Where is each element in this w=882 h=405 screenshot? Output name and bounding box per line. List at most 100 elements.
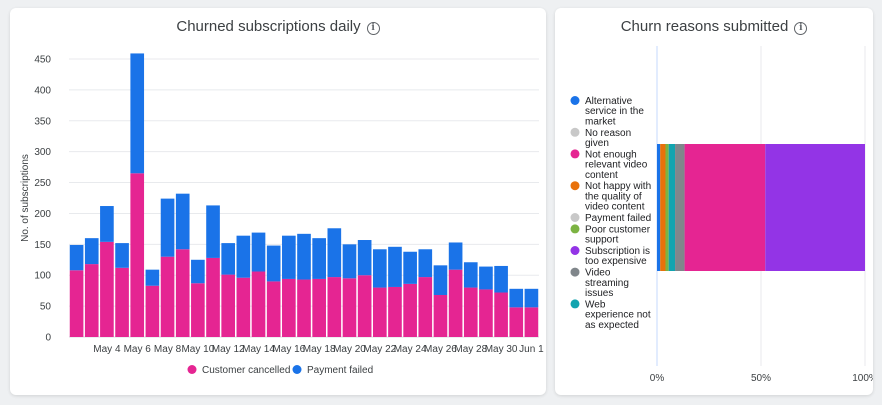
legend-label: streaming (585, 278, 629, 289)
bar-payment-failed (357, 240, 372, 276)
churn-reasons-title-text: Churn reasons submitted (620, 18, 789, 35)
bar-customer-cancelled (175, 249, 190, 337)
reason-segment (675, 144, 685, 271)
legend-label: relevant video (585, 160, 648, 171)
legend-label: Poor customer (585, 224, 651, 235)
bar-customer-cancelled (115, 267, 129, 337)
x-tick-label: May 28 (454, 344, 487, 355)
bar-payment-failed (479, 266, 493, 290)
info-icon[interactable]: i (366, 22, 380, 35)
legend-label: Customer cancelled (202, 365, 290, 376)
bar-payment-failed (175, 193, 190, 250)
bar-customer-cancelled (312, 278, 326, 337)
legend-label: experience not (585, 310, 651, 321)
legend-label: issues (585, 288, 613, 299)
legend-label: Payment failed (585, 213, 651, 224)
x-tick-label: May 20 (333, 344, 366, 355)
bar-customer-cancelled (494, 292, 508, 337)
bar-customer-cancelled (297, 279, 311, 337)
bar-customer-cancelled (130, 173, 145, 337)
bar-customer-cancelled (463, 287, 478, 337)
legend-label: Not happy with (585, 181, 651, 192)
bar-payment-failed (312, 238, 326, 279)
bar-customer-cancelled (372, 287, 387, 337)
x-tick-label: 100% (852, 373, 873, 384)
bar-payment-failed (403, 251, 417, 284)
bar-payment-failed (297, 233, 311, 280)
legend-label: the quality of (585, 191, 642, 202)
bar-payment-failed (251, 232, 266, 272)
bar-payment-failed (494, 265, 508, 293)
legend-swatch (292, 365, 302, 374)
bar-payment-failed (433, 265, 448, 295)
bar-payment-failed (206, 205, 220, 258)
legend-label: Alternative (585, 96, 633, 107)
bar-payment-failed (342, 244, 357, 279)
bar-customer-cancelled (251, 271, 266, 337)
bar-customer-cancelled (236, 277, 251, 337)
x-tick-label: May 30 (485, 344, 518, 355)
reason-segment (657, 144, 661, 271)
y-tick-label: 250 (34, 178, 51, 189)
legend-swatch (570, 224, 580, 234)
bar-customer-cancelled (266, 281, 281, 337)
legend-swatch (570, 149, 580, 159)
legend-swatch (570, 127, 580, 137)
bar-payment-failed (372, 249, 387, 288)
y-tick-label: 150 (34, 240, 51, 251)
info-icon[interactable]: i (794, 22, 808, 35)
x-tick-label: May 22 (363, 344, 396, 355)
bar-payment-failed (509, 288, 524, 308)
daily-churn-title-text: Churned subscriptions daily (176, 18, 361, 35)
legend-label: content (585, 170, 618, 181)
y-tick-label: 200 (34, 209, 51, 220)
bar-payment-failed (463, 262, 478, 288)
bar-customer-cancelled (160, 256, 175, 337)
y-tick-label: 350 (34, 116, 51, 127)
bar-payment-failed (84, 238, 99, 265)
bar-payment-failed (266, 245, 281, 282)
bar-payment-failed (100, 206, 114, 242)
bar-payment-failed (160, 198, 175, 257)
bar-customer-cancelled (145, 285, 160, 337)
bar-customer-cancelled (403, 283, 417, 337)
x-tick-label: May 18 (303, 344, 336, 355)
legend-label: Not enough (585, 149, 637, 160)
x-tick-label: May 10 (181, 344, 214, 355)
bar-customer-cancelled (327, 277, 342, 337)
bar-customer-cancelled (357, 275, 372, 337)
bar-payment-failed (524, 288, 539, 308)
x-tick-label: May 26 (424, 344, 457, 355)
legend-swatch (570, 267, 580, 277)
bar-customer-cancelled (509, 307, 524, 337)
legend-label: given (585, 138, 609, 149)
bar-customer-cancelled (448, 269, 463, 337)
bar-customer-cancelled (524, 307, 539, 337)
y-tick-label: 450 (34, 55, 51, 66)
y-tick-label: 400 (34, 85, 51, 96)
bar-payment-failed (130, 53, 145, 174)
reason-segment (665, 144, 669, 271)
bar-customer-cancelled (479, 289, 493, 337)
bar-customer-cancelled (191, 283, 205, 337)
legend-swatch (570, 246, 580, 255)
daily-churn-chart: 0 50 100 150 200 250 300 350 400 450 No. of subscr… (20, 53, 544, 376)
bar-payment-failed (69, 244, 84, 271)
legend-label: Web (585, 299, 606, 310)
legend-label: as expected (585, 320, 639, 331)
x-tick-label: Jun 1 (519, 344, 544, 355)
bar-payment-failed (388, 246, 402, 287)
y-tick-label: 50 (40, 302, 52, 313)
legend-label: No reason (585, 128, 631, 139)
reason-segment (684, 144, 766, 271)
bar-customer-cancelled (100, 241, 114, 337)
bar-customer-cancelled (69, 270, 84, 337)
y-axis-title: No. of subscriptions (20, 154, 31, 242)
y-tick-label: 0 (45, 333, 51, 344)
bar-payment-failed (236, 235, 251, 278)
legend-label: support (585, 235, 619, 246)
legend-swatch (570, 299, 580, 309)
reason-segment (668, 144, 676, 271)
bar-customer-cancelled (84, 264, 99, 337)
